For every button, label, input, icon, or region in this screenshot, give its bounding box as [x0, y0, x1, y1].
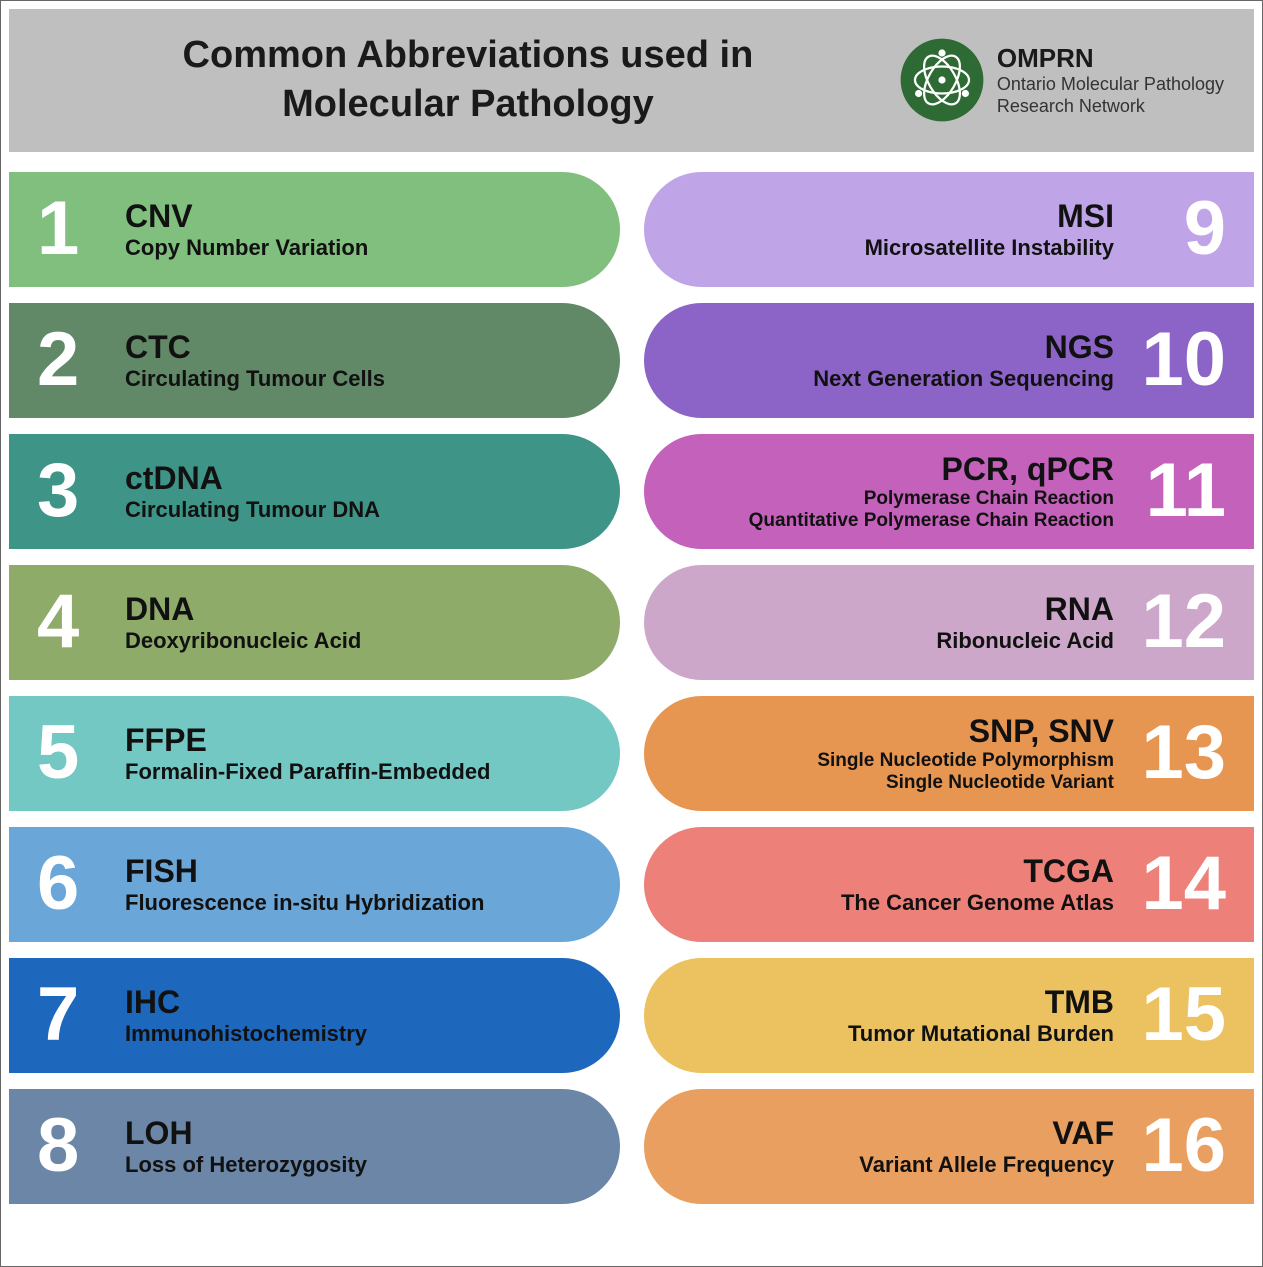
abbreviation-pill: 7 IHCImmunohistochemistry: [9, 958, 620, 1073]
abbreviation: ctDNA: [125, 460, 380, 497]
definition: Variant Allele Frequency: [859, 1152, 1114, 1177]
abbreviation: CNV: [125, 198, 368, 235]
abbreviation: RNA: [936, 591, 1114, 628]
pill-number: 13: [1126, 715, 1226, 791]
pill-number: 15: [1126, 977, 1226, 1053]
pill-number: 4: [37, 584, 107, 660]
abbreviation: IHC: [125, 984, 367, 1021]
pill-number: 3: [37, 453, 107, 529]
right-column: MSIMicrosatellite Instability9NGSNext Ge…: [644, 172, 1255, 1204]
pill-number: 1: [37, 191, 107, 267]
definition: Formalin-Fixed Paraffin-Embedded: [125, 759, 491, 784]
abbreviation-pill: NGSNext Generation Sequencing10: [644, 303, 1255, 418]
pill-content: ctDNACirculating Tumour DNA: [125, 460, 380, 522]
definition: Single Nucleotide Polymorphism: [817, 750, 1114, 772]
abbreviation: NGS: [813, 329, 1114, 366]
pill-content: PCR, qPCRPolymerase Chain ReactionQuanti…: [749, 451, 1114, 531]
abbreviation: LOH: [125, 1115, 367, 1152]
pill-content: IHCImmunohistochemistry: [125, 984, 367, 1046]
abbreviation-pill: 3 ctDNACirculating Tumour DNA: [9, 434, 620, 549]
pill-number: 9: [1126, 191, 1226, 267]
pill-content: CNVCopy Number Variation: [125, 198, 368, 260]
abbreviation-pill: 6 FISHFluorescence in-situ Hybridization: [9, 827, 620, 942]
pill-number: 7: [37, 977, 107, 1053]
abbreviation: FISH: [125, 853, 484, 890]
columns-container: 1CNVCopy Number Variation2CTCCirculating…: [9, 172, 1254, 1204]
abbreviation-pill: 2 CTCCirculating Tumour Cells: [9, 303, 620, 418]
page-title: Common Abbreviations used in Molecular P…: [39, 31, 897, 130]
definition-2: Single Nucleotide Variant: [817, 772, 1114, 794]
definition: Fluorescence in-situ Hybridization: [125, 890, 484, 915]
definition: Polymerase Chain Reaction: [749, 488, 1114, 510]
pill-content: TCGAThe Cancer Genome Atlas: [841, 853, 1114, 915]
abbreviation-pill: VAFVariant Allele Frequency16: [644, 1089, 1255, 1204]
definition: Microsatellite Instability: [865, 235, 1114, 260]
abbreviation-pill: RNARibonucleic Acid12: [644, 565, 1255, 680]
omprn-logo-icon: [897, 35, 987, 125]
abbreviation: VAF: [859, 1115, 1114, 1152]
abbreviation: TCGA: [841, 853, 1114, 890]
pill-number: 6: [37, 846, 107, 922]
definition: Loss of Heterozygosity: [125, 1152, 367, 1177]
pill-content: CTCCirculating Tumour Cells: [125, 329, 385, 391]
definition: Copy Number Variation: [125, 235, 368, 260]
logo-name: OMPRN: [997, 43, 1224, 74]
pill-number: 5: [37, 715, 107, 791]
abbreviation: MSI: [865, 198, 1114, 235]
abbreviation-pill: MSIMicrosatellite Instability9: [644, 172, 1255, 287]
abbreviation: SNP, SNV: [817, 713, 1114, 750]
pill-content: NGSNext Generation Sequencing: [813, 329, 1114, 391]
abbreviation: PCR, qPCR: [749, 451, 1114, 488]
logo-text: OMPRN Ontario Molecular Pathology Resear…: [997, 43, 1224, 117]
abbreviation: CTC: [125, 329, 385, 366]
abbreviation-pill: TMBTumor Mutational Burden15: [644, 958, 1255, 1073]
header-banner: Common Abbreviations used in Molecular P…: [9, 9, 1254, 152]
abbreviation: FFPE: [125, 722, 491, 759]
logo-subtitle-2: Research Network: [997, 96, 1224, 118]
pill-number: 8: [37, 1108, 107, 1184]
pill-number: 14: [1126, 846, 1226, 922]
pill-content: SNP, SNVSingle Nucleotide PolymorphismSi…: [817, 713, 1114, 793]
abbreviation-pill: 5 FFPEFormalin-Fixed Paraffin-Embedded: [9, 696, 620, 811]
pill-number: 11: [1126, 453, 1226, 529]
pill-number: 12: [1126, 584, 1226, 660]
definition: Tumor Mutational Burden: [848, 1021, 1114, 1046]
abbreviation-pill: PCR, qPCRPolymerase Chain ReactionQuanti…: [644, 434, 1255, 549]
abbreviation-pill: SNP, SNVSingle Nucleotide PolymorphismSi…: [644, 696, 1255, 811]
logo-subtitle-1: Ontario Molecular Pathology: [997, 74, 1224, 96]
logo-block: OMPRN Ontario Molecular Pathology Resear…: [897, 35, 1224, 125]
abbreviation: TMB: [848, 984, 1114, 1021]
pill-content: MSIMicrosatellite Instability: [865, 198, 1114, 260]
definition: Ribonucleic Acid: [936, 628, 1114, 653]
definition: Immunohistochemistry: [125, 1021, 367, 1046]
pill-number: 10: [1126, 322, 1226, 398]
pill-content: DNADeoxyribonucleic Acid: [125, 591, 361, 653]
pill-content: LOHLoss of Heterozygosity: [125, 1115, 367, 1177]
pill-number: 16: [1126, 1108, 1226, 1184]
definition: Circulating Tumour DNA: [125, 497, 380, 522]
definition: The Cancer Genome Atlas: [841, 890, 1114, 915]
abbreviation-pill: TCGAThe Cancer Genome Atlas14: [644, 827, 1255, 942]
definition: Deoxyribonucleic Acid: [125, 628, 361, 653]
left-column: 1CNVCopy Number Variation2CTCCirculating…: [9, 172, 620, 1204]
pill-content: VAFVariant Allele Frequency: [859, 1115, 1114, 1177]
pill-content: TMBTumor Mutational Burden: [848, 984, 1114, 1046]
definition-2: Quantitative Polymerase Chain Reaction: [749, 510, 1114, 532]
title-line-1: Common Abbreviations used in: [39, 31, 897, 80]
abbreviation-pill: 4 DNADeoxyribonucleic Acid: [9, 565, 620, 680]
abbreviation-pill: 8 LOHLoss of Heterozygosity: [9, 1089, 620, 1204]
definition: Next Generation Sequencing: [813, 366, 1114, 391]
title-line-2: Molecular Pathology: [39, 80, 897, 129]
abbreviation: DNA: [125, 591, 361, 628]
pill-number: 2: [37, 322, 107, 398]
abbreviation-pill: 1 CNVCopy Number Variation: [9, 172, 620, 287]
definition: Circulating Tumour Cells: [125, 366, 385, 391]
pill-content: FFPEFormalin-Fixed Paraffin-Embedded: [125, 722, 491, 784]
pill-content: RNARibonucleic Acid: [936, 591, 1114, 653]
pill-content: FISHFluorescence in-situ Hybridization: [125, 853, 484, 915]
